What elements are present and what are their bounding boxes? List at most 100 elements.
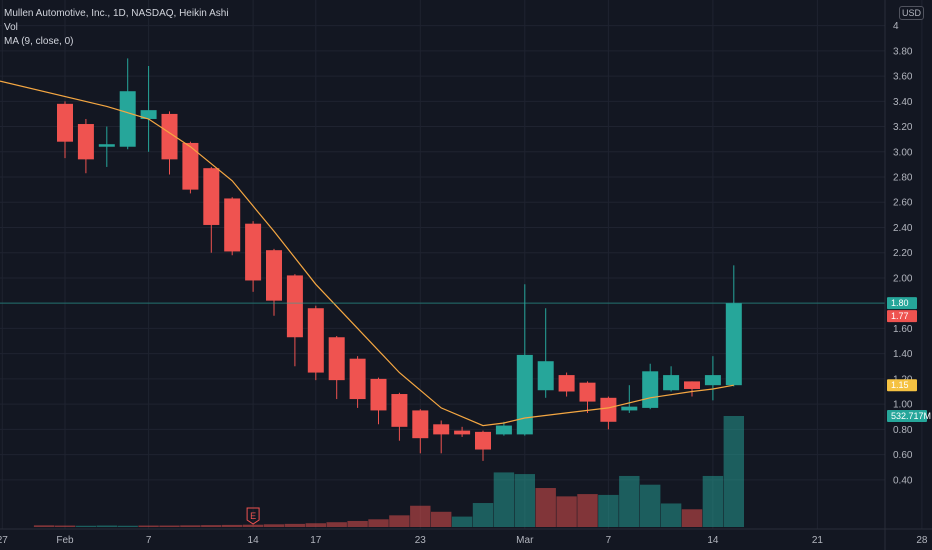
date-tick-label: 14	[248, 535, 260, 546]
volume-bar	[305, 523, 326, 527]
price-badge-close-bg	[887, 310, 917, 323]
price-tick-label: 2.20	[893, 248, 913, 259]
candle-body	[266, 250, 282, 301]
price-badge-last: 1.80	[891, 298, 909, 308]
price-tick-label: 1.60	[893, 324, 913, 335]
volume-bar	[472, 503, 494, 527]
candle-body	[98, 144, 115, 147]
moving-average	[0, 80, 734, 427]
volume-bar	[640, 484, 661, 527]
price-tick-label: 2.00	[893, 273, 913, 284]
date-tick-label: 28	[916, 535, 928, 546]
price-tick-label: 0.60	[893, 450, 913, 461]
candle-body	[516, 354, 533, 435]
volume-bar	[180, 525, 201, 527]
price-tick-label: 0.40	[893, 475, 913, 486]
candle-body	[475, 431, 491, 450]
grid	[0, 0, 923, 529]
volume-bar	[514, 474, 535, 527]
candle-body	[663, 375, 680, 391]
ma-line	[0, 80, 734, 427]
volume-bar	[117, 525, 138, 527]
date-tick-label: 17	[310, 535, 322, 546]
legend-volume[interactable]: Vol	[4, 22, 18, 33]
volume-bar	[619, 475, 640, 527]
price-tick-label: 2.80	[893, 173, 913, 184]
volume-bar	[242, 524, 264, 527]
earnings-flag	[246, 507, 260, 525]
price-badge-last-bg	[887, 297, 917, 310]
date-tick-label: 21	[812, 535, 824, 546]
candle-body	[412, 410, 429, 439]
candle-body	[537, 361, 554, 391]
price-tick-label: 4	[893, 21, 899, 32]
price-tick-label: 3.80	[893, 46, 913, 57]
price-tick-label: 0.80	[893, 425, 913, 436]
date-tick-label: 7	[146, 535, 152, 546]
price-tick-label: 2.40	[893, 223, 913, 234]
volume-bar	[222, 524, 243, 527]
legend-ma[interactable]: MA (9, close, 0)	[4, 36, 74, 47]
volume-bar	[556, 496, 577, 527]
volume-bar	[138, 525, 159, 527]
volume-bar	[660, 503, 682, 527]
time-axis[interactable]: 27 Feb 7 14 17 23 Mar 7 14 21 28	[0, 528, 932, 546]
date-tick-label: 7	[606, 535, 612, 546]
date-tick-label: 23	[415, 535, 427, 546]
legend-symbol-line[interactable]: Mullen Automotive, Inc., 1D, NASDAQ, Hei…	[4, 8, 229, 19]
candle-body	[391, 394, 408, 427]
volume-bar	[431, 511, 452, 527]
candle-body	[454, 430, 471, 435]
volume-bar	[410, 505, 431, 527]
price-badges: 1.80 1.77 1.15 532.717M	[887, 297, 931, 422]
candle-body	[161, 113, 178, 160]
price-tick-label: 3.60	[893, 72, 913, 83]
candle-body	[600, 397, 617, 422]
volume-bar	[451, 516, 473, 527]
candle-body	[57, 103, 73, 142]
volume-bar	[493, 472, 515, 527]
candle-body	[725, 303, 742, 386]
candle-body	[579, 382, 596, 402]
volume-bar	[201, 525, 222, 527]
candle-body	[370, 378, 387, 411]
volume-bar	[389, 515, 410, 527]
candle-body	[77, 124, 94, 160]
currency-label[interactable]: USD	[899, 6, 925, 20]
candle-body	[642, 371, 659, 408]
price-tick-label: 3.40	[893, 97, 913, 108]
candle-body	[621, 406, 638, 411]
volume-bar	[326, 522, 347, 527]
volume-bar	[75, 525, 97, 527]
price-tick-label: 3.00	[893, 147, 913, 158]
volume-bar	[598, 494, 619, 527]
price-tick-label: 2.60	[893, 198, 913, 209]
candle-body	[328, 337, 345, 381]
volume-bar	[702, 475, 724, 527]
candle-body	[203, 168, 220, 225]
volume-bar	[577, 494, 598, 527]
earnings-label: E	[250, 511, 256, 521]
date-tick-label: 14	[707, 535, 719, 546]
earnings-marker[interactable]: E	[246, 507, 260, 525]
volume-bar	[54, 525, 76, 527]
candle-body	[224, 198, 241, 252]
price-badge-close: 1.77	[891, 311, 909, 321]
candle-body	[286, 275, 303, 338]
volume-bar	[368, 519, 389, 527]
volume-bar	[535, 488, 556, 527]
chart-legend: Mullen Automotive, Inc., 1D, NASDAQ, Hei…	[4, 7, 229, 49]
date-tick-label: 27	[0, 535, 8, 546]
date-tick-label: Mar	[516, 535, 534, 546]
candle-body	[119, 91, 136, 147]
volume-bar	[263, 524, 285, 527]
volume-badge: 532.717M	[891, 411, 931, 421]
volume-bars	[33, 416, 744, 527]
candle-body	[684, 381, 700, 389]
candle-body	[349, 358, 366, 400]
price-tick-label: 1.00	[893, 400, 913, 411]
candle-body	[495, 425, 512, 435]
candle-body	[558, 375, 575, 392]
